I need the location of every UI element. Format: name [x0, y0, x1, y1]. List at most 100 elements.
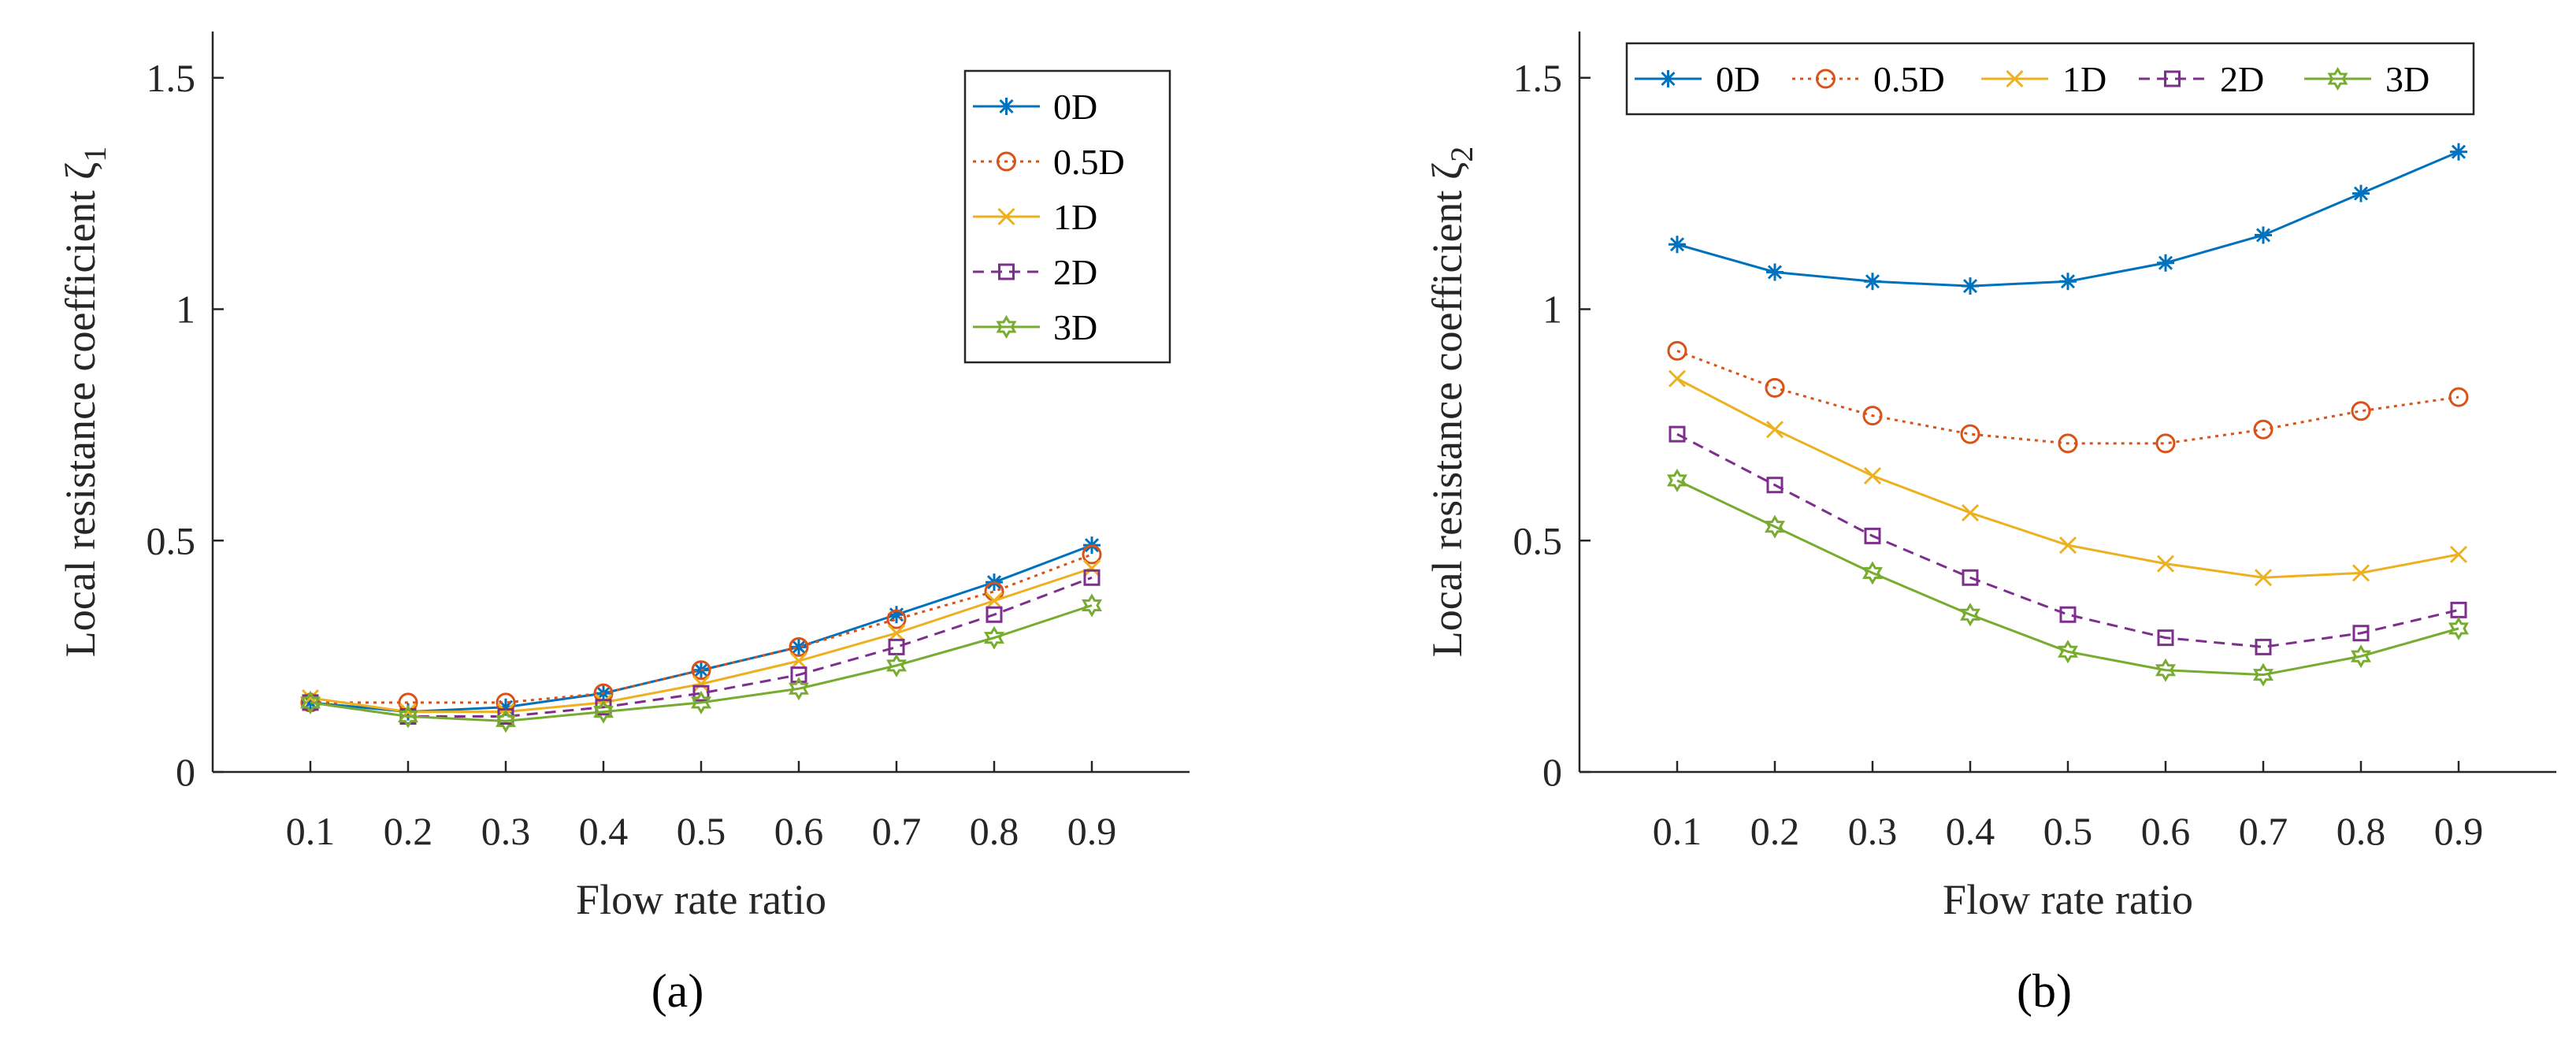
series-line [1676, 432, 2459, 648]
legend-label: 0D [1053, 87, 1097, 127]
panel-label: (b) [2017, 965, 2072, 1017]
series-3D [1667, 468, 2469, 687]
x-tick-label: 0.6 [2141, 809, 2191, 853]
series-line [310, 553, 1093, 704]
data-point [888, 638, 905, 655]
data-point [1962, 569, 1979, 586]
x-tick-label: 0.4 [1946, 809, 1995, 853]
data-point [1668, 369, 1687, 388]
series-line [1676, 377, 2459, 579]
data-point [2059, 606, 2077, 623]
data-point [789, 636, 809, 657]
data-point [2351, 401, 2371, 421]
data-point [2448, 387, 2469, 407]
x-axis-title: Flow rate ratio [576, 876, 826, 923]
data-point [2156, 555, 2175, 573]
data-point [1864, 273, 1881, 291]
data-point [1766, 477, 1784, 494]
data-point [1765, 514, 1785, 539]
legend-marker [996, 315, 1017, 339]
data-point [2058, 536, 2077, 555]
data-point [497, 698, 514, 716]
legend-label: 1D [1053, 197, 1097, 237]
data-point [692, 675, 711, 693]
data-point [886, 653, 907, 677]
legend-marker [2327, 67, 2348, 91]
data-point [789, 677, 809, 701]
legend-item: 1D [973, 197, 1097, 237]
data-point [692, 661, 710, 679]
data-point [1667, 468, 1687, 492]
y-tick-label: 1.5 [1513, 56, 1563, 100]
data-point [985, 592, 1004, 610]
x-tick-label: 0.8 [2337, 809, 2386, 853]
legend-item: 3D [973, 307, 1097, 347]
data-point [2448, 616, 2469, 640]
legend-label: 2D [1053, 252, 1097, 292]
data-point [2058, 640, 2078, 664]
data-point [1668, 425, 1686, 443]
series-0D [1668, 143, 2467, 295]
series-2D [302, 569, 1101, 725]
data-point [1960, 603, 1980, 627]
legend-label: 0.5D [1053, 142, 1125, 182]
series-line [1676, 479, 2459, 677]
data-point [1668, 236, 1686, 254]
data-point [691, 690, 711, 714]
y-axis-title: Local resistance coefficient ζ1 [57, 147, 113, 658]
y-axis-title: Local resistance coefficient ζ2 [1423, 147, 1479, 658]
data-point [2254, 569, 2273, 587]
x-tick-label: 0.6 [774, 809, 824, 853]
data-point [300, 690, 321, 714]
legend-item: 0D [1635, 59, 1760, 99]
legend-label: 0D [1716, 59, 1760, 99]
data-point [2351, 564, 2370, 582]
x-tick-label: 0.2 [384, 809, 433, 853]
chart-panel-b: 0 0.5 1 1.5 0.1 0.2 0.3 0.4 0.5 0.6 0.7 0.8 0.9 Flow … [1423, 32, 2556, 1017]
legend-label: 2D [2220, 59, 2264, 99]
legend-item: 2D [2139, 59, 2264, 99]
data-point [692, 685, 710, 702]
data-point [789, 651, 808, 670]
data-point [2155, 658, 2176, 682]
legend-label: 3D [2385, 59, 2429, 99]
data-point [691, 660, 711, 681]
data-point [2255, 226, 2272, 244]
legend-item: 0.5D [973, 142, 1125, 182]
x-tick-label: 0.3 [1848, 809, 1898, 853]
x-axis-title: Flow rate ratio [1943, 876, 2193, 923]
data-point [1864, 527, 1881, 544]
data-point [1082, 544, 1102, 565]
x-tick-label: 0.5 [677, 809, 726, 853]
series-0_5D [1667, 340, 2469, 454]
data-point [1765, 421, 1784, 439]
data-point [985, 606, 1003, 623]
data-point [790, 666, 807, 684]
x-tick-label: 0.3 [481, 809, 531, 853]
y-tick-label: 1.5 [147, 56, 196, 100]
data-point [1960, 424, 1980, 444]
data-point [1083, 569, 1101, 586]
data-point [2059, 273, 2077, 291]
legend-marker [2006, 69, 2024, 88]
data-point [2351, 644, 2371, 669]
legend-item: 2D [973, 252, 1097, 292]
x-tick-label: 0.2 [1750, 809, 1800, 853]
data-point [398, 704, 418, 729]
data-point [1962, 277, 1979, 295]
data-point [887, 624, 906, 642]
y-tick-label: 1 [176, 288, 195, 332]
legend-marker [1659, 70, 1677, 87]
data-point [2058, 433, 2078, 454]
legend-item: 0D [973, 87, 1097, 127]
data-point [2450, 143, 2467, 161]
series-1D [1668, 369, 2468, 587]
y-tick-label: 0.5 [1513, 518, 1563, 562]
legend-marker [997, 98, 1015, 115]
chart-panel-a: 0 0.5 1 1.5 0.1 0.2 0.3 0.4 0.5 0.6 0.7 0.8 0.9 Flow … [57, 32, 1190, 1017]
data-point [2157, 254, 2174, 272]
data-point [984, 625, 1004, 650]
x-tick-label: 0.1 [286, 809, 336, 853]
data-point [2352, 625, 2370, 642]
legend-item: 3D [2304, 59, 2429, 99]
